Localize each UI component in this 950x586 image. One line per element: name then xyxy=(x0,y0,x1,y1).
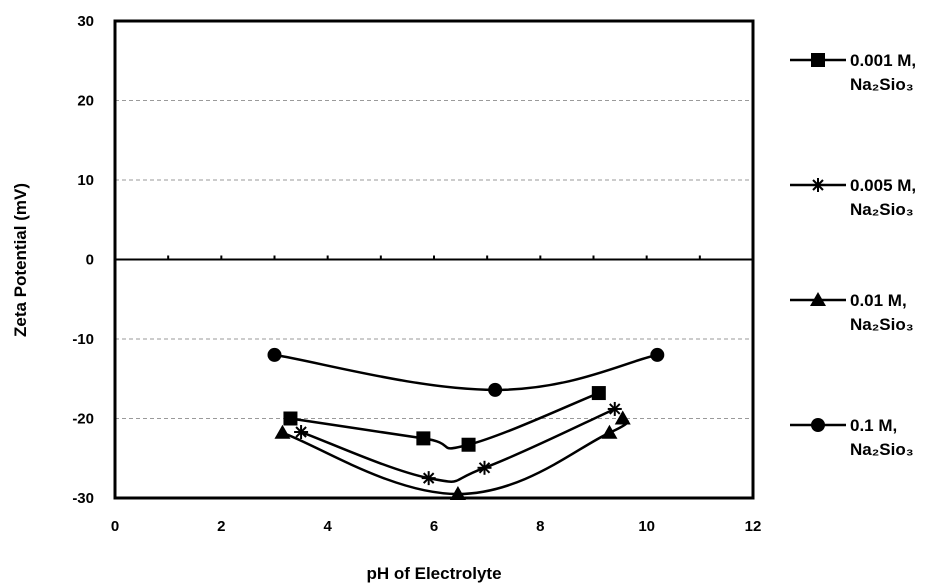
legend: 0.001 M, Na₂Sio₃ 0.005 M, Na₂Sio₃ 0.01 M, Na₂… xyxy=(790,51,916,459)
star-stroke xyxy=(422,472,435,484)
legend-label-compound: Na₂Sio₃ xyxy=(850,75,914,94)
y-tick-label: -20 xyxy=(72,411,94,428)
y-axis-title: Zeta Potential (mV) xyxy=(11,183,30,337)
data-point-circle xyxy=(488,382,503,397)
x-tick-label: 2 xyxy=(217,518,225,535)
data-series xyxy=(267,347,665,501)
data-point-square xyxy=(416,431,431,446)
data-point-square xyxy=(461,437,476,452)
y-tick-label: 20 xyxy=(77,93,94,110)
data-point-square xyxy=(811,53,825,67)
data-point-star xyxy=(421,471,436,486)
gridlines xyxy=(115,100,753,419)
series-line xyxy=(290,391,600,450)
series-line xyxy=(300,407,616,483)
data-point-star xyxy=(607,401,622,416)
series-circle xyxy=(267,347,665,397)
series-star xyxy=(294,401,622,486)
data-point-circle xyxy=(267,347,282,362)
legend-label: 0.01 M, xyxy=(850,291,907,310)
series-square xyxy=(283,386,606,452)
star-stroke xyxy=(812,179,824,191)
x-tick-label: 6 xyxy=(430,518,438,535)
legend-label: 0.005 M, xyxy=(850,176,916,195)
data-point-triangle xyxy=(274,424,291,439)
data-point-star xyxy=(294,425,309,440)
legend-entry: 0.01 M, Na₂Sio₃ xyxy=(790,291,914,334)
data-point-square xyxy=(591,386,606,401)
legend-label-compound: Na₂Sio₃ xyxy=(850,200,914,219)
x-axis-title: pH of Electrolyte xyxy=(366,564,501,583)
star-stroke xyxy=(609,403,621,415)
x-tick-labels: 0 2 4 6 8 10 12 xyxy=(111,518,762,535)
y-tick-label: 0 xyxy=(86,252,94,269)
legend-label-compound: Na₂Sio₃ xyxy=(850,440,914,459)
legend-entry: 0.1 M, Na₂Sio₃ xyxy=(790,416,914,459)
x-tick-label: 0 xyxy=(111,518,119,535)
star-stroke xyxy=(478,462,491,474)
data-point-circle xyxy=(650,347,665,362)
x-tick-label: 4 xyxy=(323,518,332,535)
data-point-square xyxy=(283,411,298,426)
series-line xyxy=(274,353,658,392)
legend-entry: 0.001 M, Na₂Sio₃ xyxy=(790,51,916,94)
y-tick-label: -10 xyxy=(72,331,94,348)
legend-label: 0.001 M, xyxy=(850,51,916,70)
y-tick-label: 10 xyxy=(77,172,94,189)
y-tick-label: -30 xyxy=(72,490,94,507)
data-point-triangle xyxy=(810,292,826,306)
data-point-circle xyxy=(811,418,825,432)
legend-label-compound: Na₂Sio₃ xyxy=(850,315,914,334)
legend-label: 0.1 M, xyxy=(850,416,897,435)
data-point-star xyxy=(811,178,825,192)
y-tick-labels: -30 -20 -10 0 10 20 30 xyxy=(72,13,94,507)
legend-entry: 0.005 M, Na₂Sio₃ xyxy=(790,176,916,219)
star-stroke xyxy=(295,426,307,438)
y-tick-label: 30 xyxy=(77,13,94,30)
data-point-triangle xyxy=(614,410,631,425)
data-point-triangle xyxy=(601,424,618,439)
series-line xyxy=(282,417,629,496)
x-tick-label: 10 xyxy=(638,518,655,535)
x-tick-label: 12 xyxy=(745,518,762,535)
x-tick-label: 8 xyxy=(536,518,544,535)
data-point-star xyxy=(477,460,492,475)
